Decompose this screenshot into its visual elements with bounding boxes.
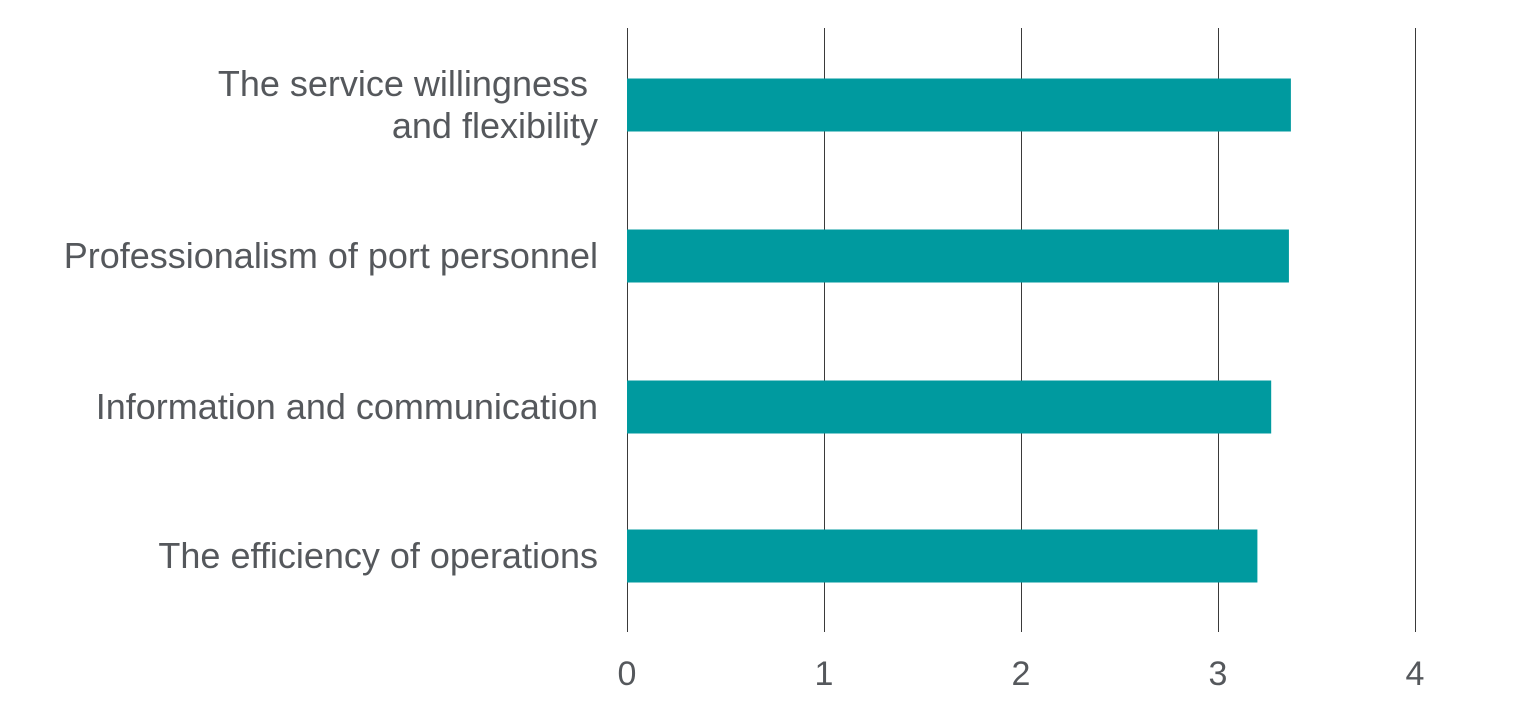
category-label-layer: The service willingness and flexibility P… [64, 63, 598, 576]
bar-layer [627, 78, 1291, 583]
x-tick-label-0: 0 [618, 655, 637, 693]
category-label-line: The service willingness [218, 63, 598, 104]
x-tick-label-4: 4 [1406, 655, 1425, 693]
category-label-line: Information and communication [96, 386, 598, 427]
bar-2 [627, 229, 1289, 283]
category-label-1: The service willingness and flexibility [218, 63, 598, 146]
x-tick-label-2: 2 [1012, 655, 1031, 693]
x-tick-label-3: 3 [1209, 655, 1228, 693]
category-label-3: Information and communication [96, 386, 598, 427]
bar-3 [627, 380, 1272, 434]
x-tick-label-1: 1 [815, 655, 834, 693]
bar-1 [627, 78, 1291, 132]
category-label-line: The efficiency of operations [158, 535, 598, 576]
bar-4 [627, 529, 1258, 583]
category-label-2: Professionalism of port personnel [64, 235, 598, 276]
category-label-line: and flexibility [392, 105, 598, 146]
x-tick-layer: 0 1 2 3 4 [618, 655, 1425, 693]
category-label-line: Professionalism of port personnel [64, 235, 598, 276]
category-label-4: The efficiency of operations [158, 535, 598, 576]
